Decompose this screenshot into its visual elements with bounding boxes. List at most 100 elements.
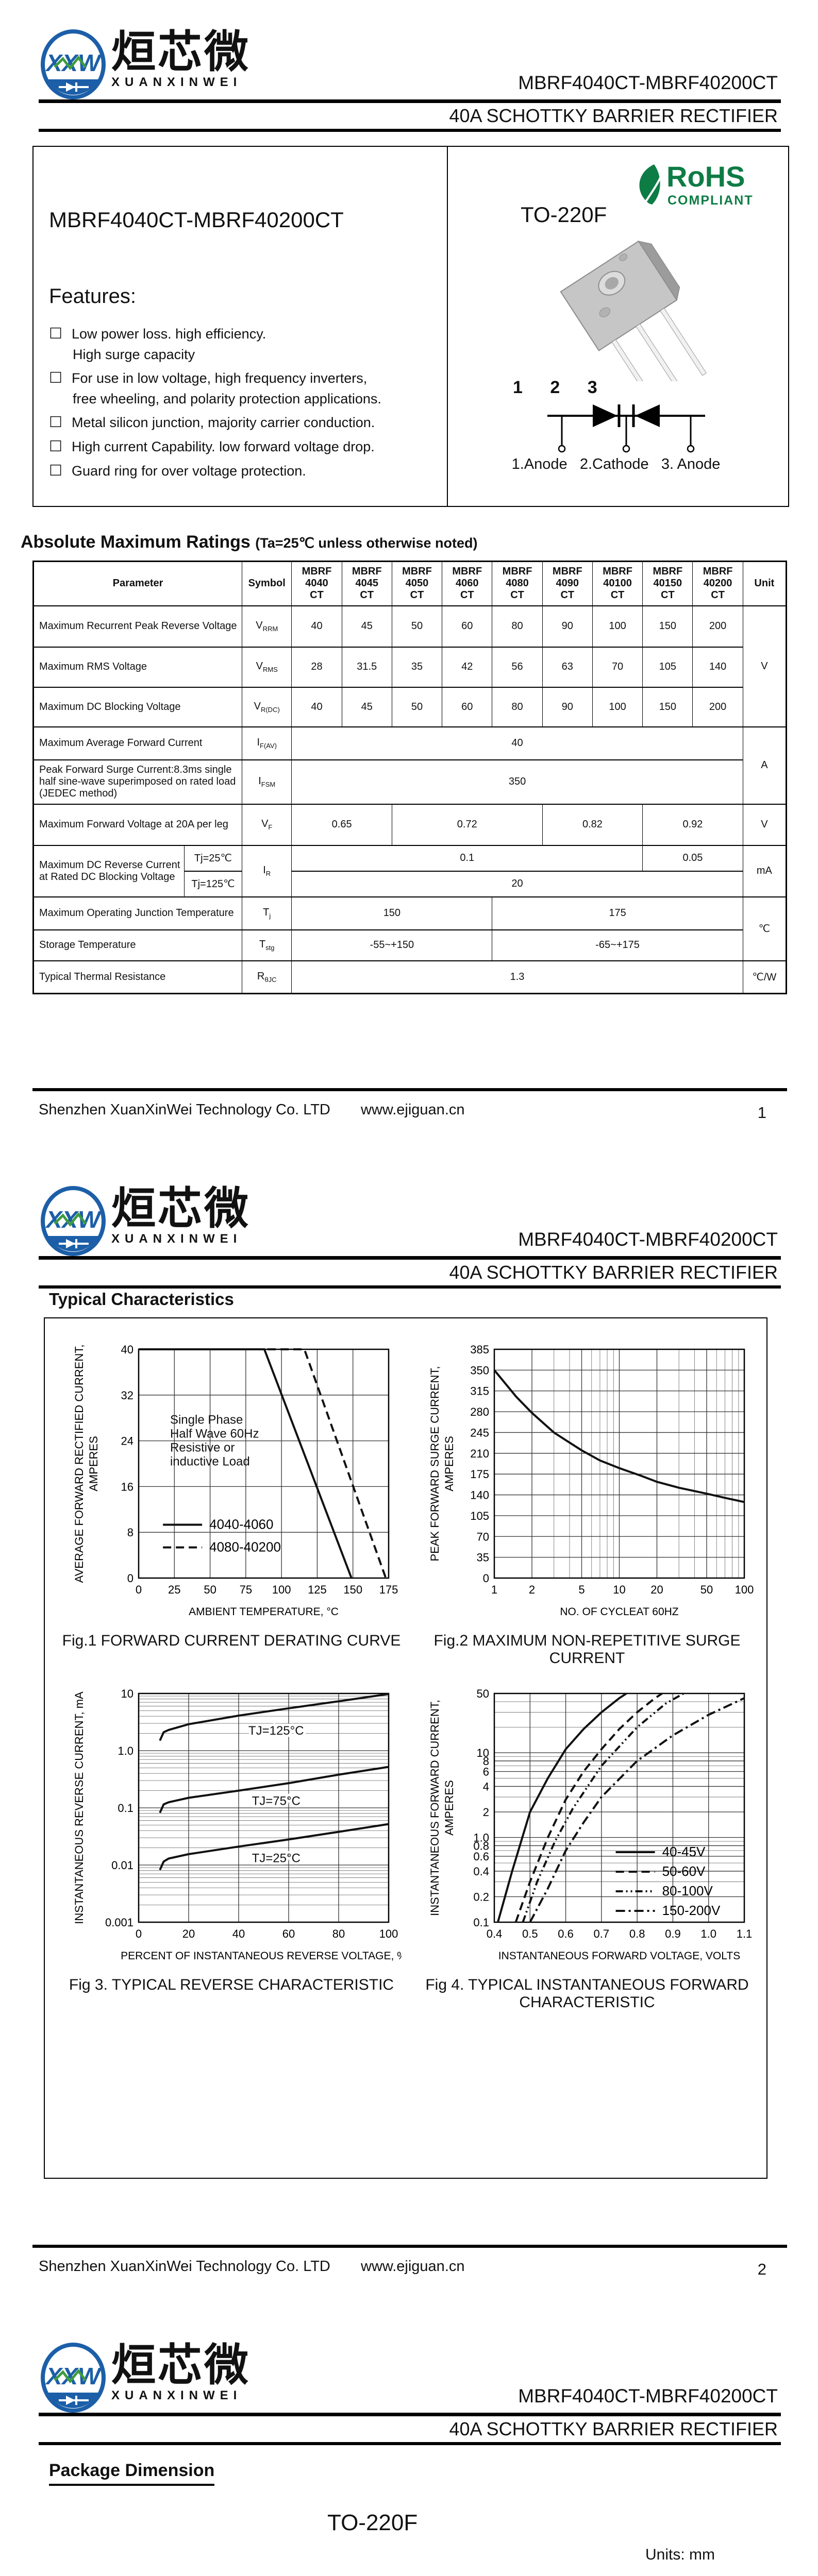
- value-cell: 150: [642, 686, 693, 727]
- x-tick-label: 100: [272, 1583, 291, 1596]
- logo-mark-icon: XXW: [41, 2343, 106, 2413]
- fig2-surge-chart: 1 2 5 10 20 50 100 0 35 70 105 140 175 210 245 280 315 35…: [428, 1343, 754, 1618]
- rohs-icon: RoHS COMPLIANT: [639, 160, 754, 209]
- y-tick-label: 0.1: [118, 1802, 133, 1815]
- feature-item: ☐ For use in low voltage, high frequency …: [49, 369, 430, 407]
- x-tick-label: 50: [204, 1583, 216, 1596]
- value-cell: 35: [391, 646, 443, 688]
- param-cell: Storage Temperature: [32, 929, 243, 961]
- package-3d-image: [513, 232, 734, 408]
- header-rule-bottom: [39, 1285, 781, 1289]
- section-title: Package Dimension: [49, 2461, 215, 2486]
- x-axis-label: INSTANTANEOUS FORWARD VOLTAGE, VOLTS: [498, 1950, 740, 1962]
- feature-item: ☐ Low power loss. high efficiency. High s…: [49, 325, 430, 363]
- header-rule-top: [39, 2413, 781, 2416]
- x-tick-label: 0.8: [629, 1927, 645, 1940]
- x-tick-label: 100: [379, 1927, 398, 1940]
- checkbox-icon: ☐: [49, 326, 62, 342]
- value-cell: 200: [692, 686, 743, 727]
- y-tick-label: 24: [121, 1435, 133, 1448]
- value-cell: 40: [291, 726, 743, 760]
- y-axis-label: INSTANTANEOUS FORWARD CURRENT, AMPERES: [428, 1700, 456, 1916]
- x-tick-label: 1.0: [700, 1927, 716, 1940]
- legend-label: 80-100V: [662, 1883, 713, 1899]
- series-4080-40200: [139, 1348, 387, 1579]
- x-tick-label: 0: [136, 1927, 142, 1940]
- value-cell: 90: [542, 605, 593, 648]
- y-tick-label: 40: [121, 1343, 133, 1356]
- col-header: MBRF 4090 CT: [542, 561, 593, 606]
- logo-mark-icon: XXW: [41, 1186, 106, 1256]
- table-row: Peak Forward Surge Current:8.3ms single …: [32, 759, 787, 805]
- logo-text: 烜芯微 XUANXINWEI: [111, 2342, 251, 2403]
- checkbox-icon: ☐: [49, 463, 62, 479]
- value-cell: 28: [291, 646, 342, 688]
- unit-cell: ℃: [742, 896, 787, 961]
- y-tick-label: 0.6: [473, 1850, 489, 1863]
- diode-schematic: [541, 400, 711, 460]
- plot-border: [138, 1692, 390, 1923]
- ratings-heading: Absolute Maximum Ratings (Ta=25℃ unless …: [21, 532, 477, 552]
- col-header: Symbol: [242, 561, 292, 606]
- unit-cell: ℃/W: [742, 960, 787, 994]
- x-tick-label: 0.9: [665, 1927, 681, 1940]
- value-cell: -65~+175: [492, 929, 743, 961]
- box-divider: [447, 147, 448, 506]
- x-tick-label: 0.7: [594, 1927, 610, 1940]
- series-80-100V: [522, 1692, 685, 1923]
- y-tick-label: 315: [470, 1385, 489, 1398]
- company-logo: XXW 烜芯微 XUANXINWEI: [40, 29, 251, 100]
- logo-chinese-name: 烜芯微: [111, 1183, 251, 1234]
- symbol-cell: Tj: [242, 896, 292, 930]
- col-header: MBRF 40200 CT: [692, 561, 743, 606]
- logo-chinese-name: 烜芯微: [111, 2340, 251, 2391]
- y-tick-label: 10: [121, 1687, 133, 1700]
- feature-item: ☐ Guard ring for over voltage protection.: [49, 462, 430, 480]
- page-2: XXW 烜芯微 XUANXINWEI MBRF4040CT-MBRF40200C…: [0, 1157, 818, 2313]
- param-cell: Maximum Recurrent Peak Reverse Voltage: [32, 605, 243, 648]
- footer-company: Shenzhen XuanXinWei Technology Co. LTD: [39, 2258, 330, 2275]
- feature-text: For use in low voltage, high frequency i…: [72, 370, 368, 386]
- param-cell: Maximum DC Blocking Voltage: [32, 686, 243, 727]
- value-cell: 56: [492, 646, 543, 688]
- page-3: XXW 烜芯微 XUANXINWEI MBRF4040CT-MBRF40200C…: [0, 2313, 818, 2576]
- col-header: MBRF 40100 CT: [592, 561, 643, 606]
- y-tick-label: 32: [121, 1389, 133, 1402]
- symbol-cell: IFSM: [242, 759, 292, 805]
- curve-label: TJ=75°C: [252, 1794, 301, 1808]
- param-cell: Typical Thermal Resistance: [32, 960, 243, 994]
- y-tick-label: 210: [470, 1447, 489, 1460]
- checkbox-icon: ☐: [49, 370, 62, 386]
- value-cell: -55~+150: [291, 929, 493, 961]
- unit-cell: A: [742, 726, 787, 805]
- abs-max-ratings-table: Parameter Symbol MBRF 4040 CT MBRF 4045 CT M…: [32, 561, 787, 994]
- table-row: Maximum DC Blocking Voltage VR(DC) 40 45…: [32, 686, 787, 727]
- x-tick-label: 0.5: [522, 1927, 538, 1940]
- y-tick-label: 1.0: [473, 1831, 489, 1844]
- x-tick-label: 25: [168, 1583, 180, 1596]
- param-cell: Maximum Operating Junction Temperature: [32, 896, 243, 930]
- value-cell: 0.65: [291, 803, 392, 846]
- fig3-reverse-chart: 0 20 40 60 80 100 10 1.0 0.1 0.01 0.001 TJ=125°C TJ=…: [73, 1687, 407, 1962]
- symbol-cell: RθJC: [242, 960, 292, 994]
- rohs-compliant-text: COMPLIANT: [667, 193, 754, 208]
- page-number: 1: [757, 1104, 766, 1122]
- value-cell: 100: [592, 605, 643, 648]
- logo-english-name: XUANXINWEI: [111, 1232, 242, 1246]
- x-tick-label: 0: [136, 1583, 142, 1596]
- unit-cell: mA: [742, 844, 787, 897]
- x-tick-label: 80: [332, 1927, 345, 1940]
- y-tick-label: 0.8: [473, 1839, 489, 1852]
- value-cell: 0.92: [642, 803, 743, 846]
- figure-caption: Fig.1 FORWARD CURRENT DERATING CURVE: [62, 1632, 401, 1649]
- value-cell: 70: [592, 646, 643, 688]
- characteristics-box: 0 25 50 75 100 125 150 175 0 8 16 24 32 40 Single Phas…: [44, 1317, 767, 2179]
- logo-text: 烜芯微 XUANXINWEI: [111, 1185, 251, 1246]
- y-tick-label: 50: [477, 1687, 489, 1700]
- company-logo: XXW 烜芯微 XUANXINWEI: [40, 1185, 251, 1257]
- col-header: MBRF 4050 CT: [391, 561, 443, 606]
- symbol-cell: IR: [242, 844, 292, 897]
- series-TJ=125C: [159, 1693, 389, 1741]
- value-cell: 80: [492, 605, 543, 648]
- symbol-cell: Tstg: [242, 929, 292, 961]
